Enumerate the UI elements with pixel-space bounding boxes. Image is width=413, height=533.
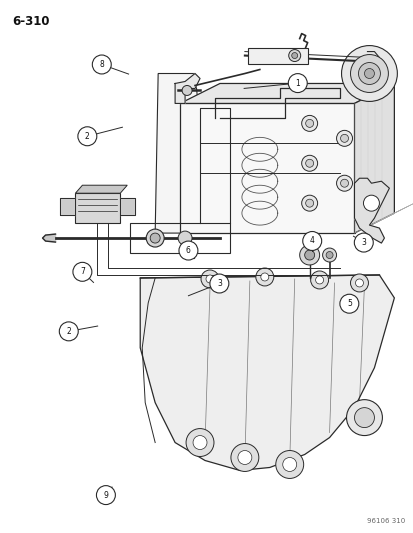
Circle shape [301,155,317,171]
Circle shape [178,241,197,260]
Text: 9: 9 [103,490,108,499]
Circle shape [350,274,368,292]
Polygon shape [180,84,394,103]
Text: 96106 310: 96106 310 [366,518,404,524]
Text: 4: 4 [309,237,314,246]
Circle shape [201,270,218,288]
Circle shape [336,131,351,147]
Circle shape [354,233,373,252]
Circle shape [340,179,348,187]
Circle shape [325,252,332,259]
Text: 3: 3 [216,279,221,288]
Circle shape [291,53,297,59]
Polygon shape [155,74,199,233]
Text: 7: 7 [80,268,85,276]
Circle shape [73,262,92,281]
Circle shape [275,450,303,479]
Circle shape [260,273,268,281]
Text: 2: 2 [85,132,90,141]
Circle shape [363,195,378,211]
Circle shape [92,55,111,74]
Circle shape [282,457,296,472]
Circle shape [341,46,396,101]
Text: 6: 6 [185,246,190,255]
Text: 2: 2 [66,327,71,336]
Circle shape [346,400,382,435]
Polygon shape [354,178,389,243]
Circle shape [59,322,78,341]
Circle shape [178,231,192,245]
Text: 5: 5 [346,299,351,308]
Circle shape [305,159,313,167]
Circle shape [350,54,387,92]
Circle shape [340,134,348,142]
Circle shape [96,486,115,505]
Circle shape [185,429,214,456]
Polygon shape [43,234,55,242]
Circle shape [78,127,97,146]
Circle shape [288,50,300,61]
Circle shape [310,271,328,289]
Circle shape [305,119,313,127]
Text: 8: 8 [99,60,104,69]
Polygon shape [75,185,127,193]
Circle shape [299,245,319,265]
Circle shape [206,275,214,283]
Circle shape [301,116,317,131]
Polygon shape [354,84,394,233]
Polygon shape [60,198,75,215]
Circle shape [305,199,313,207]
Circle shape [354,408,373,427]
Polygon shape [140,275,394,471]
FancyBboxPatch shape [247,47,307,63]
Circle shape [304,250,314,260]
Polygon shape [180,103,354,233]
Circle shape [150,233,160,243]
Circle shape [255,268,273,286]
Polygon shape [175,74,199,103]
Circle shape [182,85,192,95]
Circle shape [230,443,258,472]
Circle shape [192,435,206,449]
Text: 1: 1 [295,78,299,87]
Polygon shape [120,198,135,215]
Circle shape [358,62,380,84]
Circle shape [237,450,251,464]
Circle shape [339,294,358,313]
Text: 6-310: 6-310 [13,15,50,28]
Circle shape [355,279,363,287]
Circle shape [302,231,321,251]
Circle shape [301,195,317,211]
Circle shape [287,74,306,93]
Circle shape [322,248,336,262]
Text: 3: 3 [361,238,366,247]
Circle shape [363,69,373,78]
Circle shape [315,276,323,284]
Circle shape [146,229,164,247]
Circle shape [336,175,351,191]
Circle shape [209,274,228,293]
Polygon shape [75,193,120,223]
